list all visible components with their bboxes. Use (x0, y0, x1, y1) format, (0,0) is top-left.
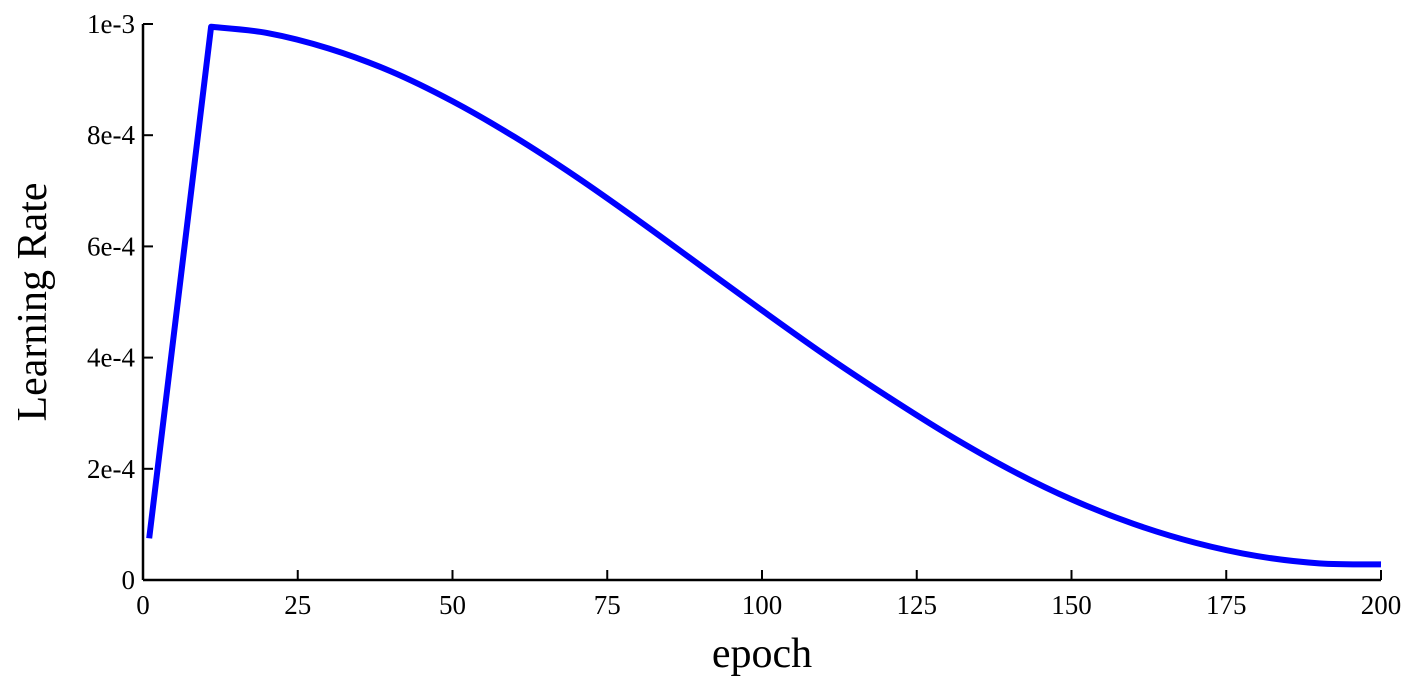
x-tick-label: 150 (1051, 590, 1092, 620)
x-tick-label: 175 (1206, 590, 1247, 620)
y-axis-title: Learning Rate (10, 182, 56, 421)
x-tick-label: 200 (1361, 590, 1402, 620)
axes (141, 24, 1381, 582)
y-tick-label: 0 (122, 565, 136, 595)
y-tick-label: 1e-3 (87, 9, 135, 39)
y-tick-label: 8e-4 (87, 120, 135, 150)
ticks: 0 25 50 75 100 125 150 175 200 0 2e-4 4e-4 6e-4 8e-4 1… (87, 9, 1401, 620)
y-tick-label: 2e-4 (87, 454, 135, 484)
series-line (146, 23, 1382, 568)
y-tick-label: 4e-4 (87, 343, 135, 373)
x-axis-title: epoch (712, 631, 812, 677)
series-layer (146, 23, 1382, 568)
x-tick-label: 125 (897, 590, 938, 620)
x-tick-label: 25 (284, 590, 311, 620)
x-tick-label: 0 (136, 590, 150, 620)
x-tick-label: 50 (439, 590, 466, 620)
x-tick-label: 75 (594, 590, 621, 620)
y-tick-label: 6e-4 (87, 231, 135, 261)
x-tick-label: 100 (742, 590, 783, 620)
